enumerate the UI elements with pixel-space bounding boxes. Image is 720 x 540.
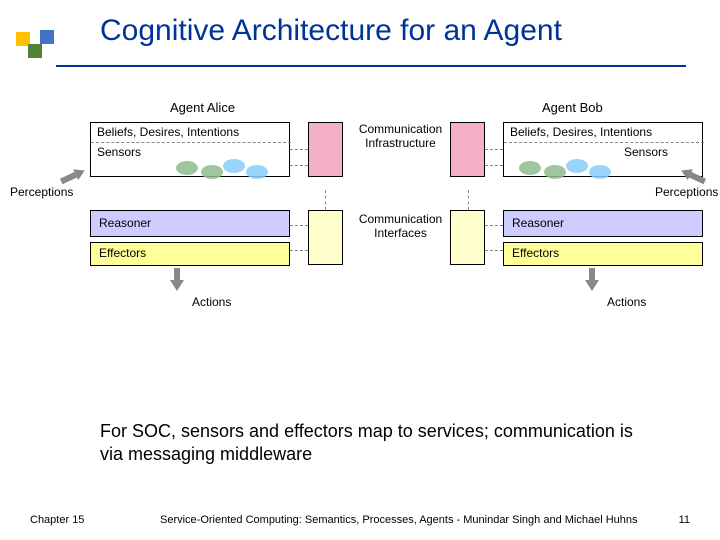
alice-reasoner: Reasoner [90,210,290,237]
connector [325,190,326,210]
description-text: For SOC, sensors and effectors map to se… [100,420,650,467]
oval-icon [246,165,268,179]
bob-bdi-text: Beliefs, Desires, Intentions [510,125,652,139]
footer-citation: Service-Oriented Computing: Semantics, P… [160,514,638,526]
arrow-icon [59,165,88,187]
architecture-diagram: Agent Alice Beliefs, Desires, Intentions… [20,100,700,380]
comm-infra-box-r [450,122,485,177]
alice-effectors: Effectors [90,242,290,266]
oval-icon [544,165,566,179]
connector [485,165,503,166]
bob-sensors-text: Sensors [624,145,668,159]
alice-perceptions: Perceptions [10,185,73,199]
oval-icon [176,161,198,175]
bob-bdi-box: Beliefs, Desires, Intentions Sensors [503,122,703,177]
arrow-icon [585,268,599,292]
comm-infra-box [308,122,343,177]
connector [290,225,308,226]
oval-icon [566,159,588,173]
connector [485,225,503,226]
comm-iface-box [308,210,343,265]
footer-page: 11 [679,514,690,526]
comm-iface-label: Communication Interfaces [348,212,453,240]
oval-icon [589,165,611,179]
alice-actions: Actions [192,295,231,309]
connector [290,250,308,251]
title-rule [56,65,686,67]
alice-sensors-text: Sensors [97,145,141,159]
comm-infra-label: Communication Infrastructure [348,122,453,150]
oval-icon [223,159,245,173]
bob-effectors: Effectors [503,242,703,266]
bob-perceptions: Perceptions [655,185,718,199]
connector [468,190,469,210]
slide-title: Cognitive Architecture for an Agent [100,14,562,48]
footer-chapter: Chapter 15 [30,514,84,526]
arrow-icon [170,268,184,292]
alice-bdi-text: Beliefs, Desires, Intentions [97,125,239,139]
connector [485,149,503,150]
comm-iface-box-r [450,210,485,265]
alice-bdi-box: Beliefs, Desires, Intentions Sensors [90,122,290,177]
connector [290,165,308,166]
connector [290,149,308,150]
connector [485,250,503,251]
oval-icon [519,161,541,175]
agent-bob-label: Agent Bob [542,100,603,115]
bob-reasoner: Reasoner [503,210,703,237]
agent-alice-label: Agent Alice [170,100,235,115]
bob-actions: Actions [607,295,646,309]
oval-icon [201,165,223,179]
